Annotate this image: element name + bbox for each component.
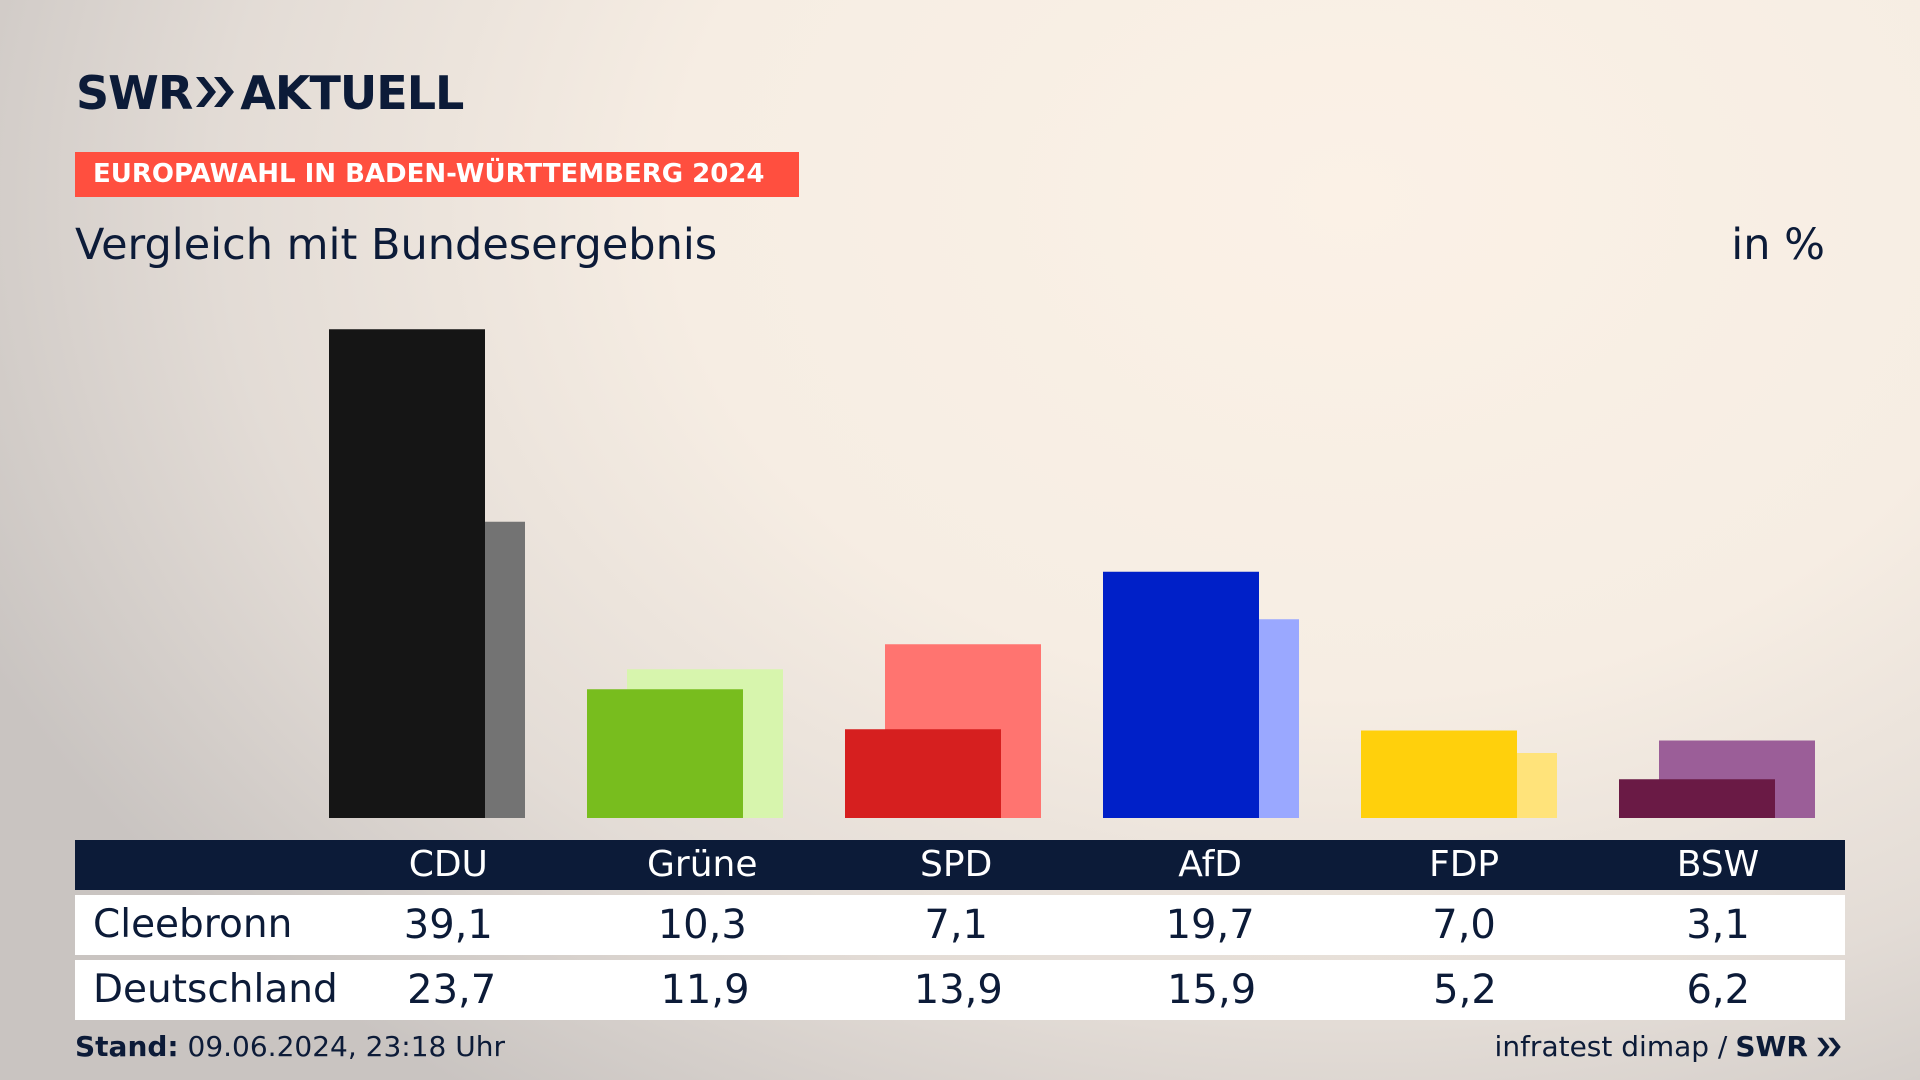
bar-cleebronn-fdp — [1361, 730, 1517, 818]
footer-swr-logo: SWR — [1735, 1030, 1808, 1063]
chevrons-icon — [194, 66, 236, 120]
bar-cleebronn-cdu — [329, 329, 485, 818]
cleebronn-bsw: 3,1 — [1686, 902, 1750, 948]
logo-swr-text: SWR — [76, 66, 193, 120]
bar-cleebronn-spd — [845, 729, 1001, 818]
deutschland-gruene: 11,9 — [660, 967, 750, 1013]
deutschland-spd: 13,9 — [913, 967, 1003, 1013]
bar-cleebronn-gruene — [587, 689, 743, 818]
cleebronn-fdp: 7,0 — [1432, 902, 1496, 948]
table-row-deutschland: Deutschland 23,7 11,9 13,9 15,9 5,2 6,2 — [75, 960, 1845, 1020]
header-bsw: BSW — [1676, 844, 1760, 885]
header-fdp: FDP — [1428, 844, 1500, 885]
results-table: CDU Grüne SPD AfD FDP BSW Cleebronn 39,1… — [75, 840, 1845, 1020]
deutschland-afd: 15,9 — [1167, 967, 1257, 1013]
header-gruene: Grüne — [647, 844, 758, 885]
swr-aktuell-logo: SWR AKTUELL — [76, 66, 464, 120]
source-credit: infratest dimap / SWR — [1495, 1030, 1842, 1063]
deutschland-fdp: 5,2 — [1433, 967, 1497, 1013]
cleebronn-afd: 19,7 — [1165, 902, 1255, 948]
footer-chevrons-icon — [1817, 1037, 1841, 1056]
bar-cleebronn-bsw — [1619, 779, 1775, 818]
deutschland-cdu: 23,7 — [407, 967, 497, 1013]
row-label-deutschland: Deutschland — [93, 967, 338, 1012]
timestamp: Stand: 09.06.2024, 23:18 Uhr — [75, 1030, 505, 1063]
stand-label: Stand: — [75, 1030, 179, 1063]
header-afd: AfD — [1178, 844, 1242, 885]
source-text: infratest dimap / — [1494, 1030, 1728, 1063]
header-spd: SPD — [920, 844, 993, 885]
table-header-row: CDU Grüne SPD AfD FDP BSW — [75, 840, 1845, 890]
logo-aktuell-text: AKTUELL — [240, 66, 464, 120]
election-banner: EUROPAWAHL IN BADEN-WÜRTTEMBERG 2024 — [75, 152, 799, 197]
cleebronn-gruene: 10,3 — [657, 902, 747, 948]
cleebronn-cdu: 39,1 — [403, 902, 493, 948]
unit-label: in % — [1731, 220, 1825, 270]
chart-subtitle: Vergleich mit Bundesergebnis — [75, 220, 718, 270]
table-header-spacer — [75, 840, 321, 890]
stand-value: 09.06.2024, 23:18 Uhr — [178, 1030, 505, 1063]
bar-cleebronn-afd — [1103, 571, 1259, 818]
table-row-cleebronn: Cleebronn 39,1 10,3 7,1 19,7 7,0 3,1 — [75, 895, 1845, 955]
header-cdu: CDU — [408, 844, 488, 885]
deutschland-bsw: 6,2 — [1686, 967, 1751, 1013]
cleebronn-spd: 7,1 — [924, 902, 988, 948]
row-label-cleebronn: Cleebronn — [93, 902, 293, 947]
